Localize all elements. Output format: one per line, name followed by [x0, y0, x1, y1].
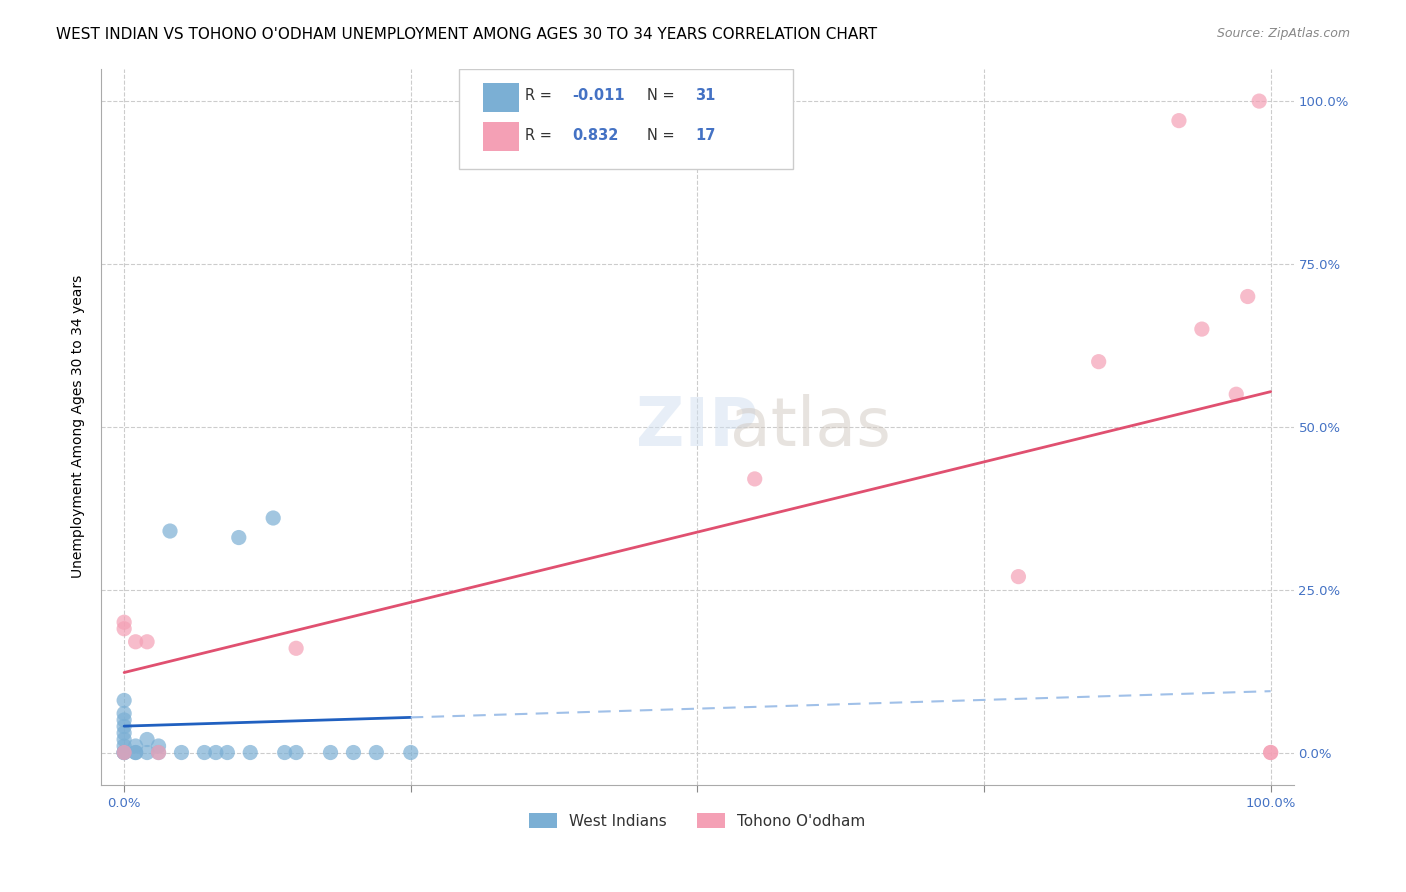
Point	[148, 739, 170, 753]
Text: Source: ZipAtlas.com: Source: ZipAtlas.com	[1216, 27, 1350, 40]
Point	[285, 641, 308, 656]
Text: 31: 31	[695, 88, 716, 103]
Point	[1236, 289, 1258, 303]
Point	[124, 746, 146, 760]
Point	[170, 746, 193, 760]
Point	[112, 746, 135, 760]
Point	[193, 746, 215, 760]
Point	[124, 634, 146, 648]
Point	[366, 746, 388, 760]
Point	[217, 746, 239, 760]
Text: R =: R =	[524, 128, 555, 143]
Text: 0.832: 0.832	[572, 128, 619, 143]
Point	[124, 746, 146, 760]
Point	[1249, 94, 1271, 108]
Point	[112, 746, 135, 760]
Point	[148, 746, 170, 760]
Point	[148, 746, 170, 760]
Point	[159, 524, 181, 538]
Point	[136, 746, 159, 760]
Point	[1260, 746, 1282, 760]
Text: N =: N =	[647, 128, 679, 143]
Point	[285, 746, 308, 760]
Text: N =: N =	[647, 88, 679, 103]
Text: R =: R =	[524, 88, 555, 103]
Point	[262, 511, 284, 525]
Legend: West Indians, Tohono O'odham: West Indians, Tohono O'odham	[523, 806, 872, 835]
Point	[342, 746, 364, 760]
Point	[112, 726, 135, 740]
Point	[1191, 322, 1213, 336]
Y-axis label: Unemployment Among Ages 30 to 34 years: Unemployment Among Ages 30 to 34 years	[72, 275, 86, 578]
Point	[112, 719, 135, 733]
Point	[273, 746, 295, 760]
Text: ZIP: ZIP	[637, 393, 758, 459]
Point	[136, 634, 159, 648]
Bar	[482, 83, 519, 112]
Point	[112, 713, 135, 727]
Point	[136, 732, 159, 747]
Point	[1260, 746, 1282, 760]
Text: 17: 17	[695, 128, 716, 143]
Point	[1087, 354, 1109, 368]
Text: -0.011: -0.011	[572, 88, 624, 103]
Point	[112, 732, 135, 747]
Point	[239, 746, 262, 760]
Point	[1007, 569, 1029, 583]
Point	[112, 615, 135, 630]
FancyBboxPatch shape	[458, 69, 793, 169]
Point	[124, 739, 146, 753]
Bar	[482, 122, 519, 151]
Point	[112, 693, 135, 707]
Point	[1168, 113, 1191, 128]
Point	[205, 746, 228, 760]
Text: WEST INDIAN VS TOHONO O'ODHAM UNEMPLOYMENT AMONG AGES 30 TO 34 YEARS CORRELATION: WEST INDIAN VS TOHONO O'ODHAM UNEMPLOYME…	[56, 27, 877, 42]
Point	[744, 472, 766, 486]
Point	[112, 622, 135, 636]
Point	[112, 746, 135, 760]
Point	[228, 531, 250, 545]
Text: atlas: atlas	[730, 393, 891, 459]
Point	[399, 746, 422, 760]
Point	[112, 746, 135, 760]
Point	[319, 746, 342, 760]
Point	[1225, 387, 1247, 401]
Point	[112, 739, 135, 753]
Point	[112, 706, 135, 721]
